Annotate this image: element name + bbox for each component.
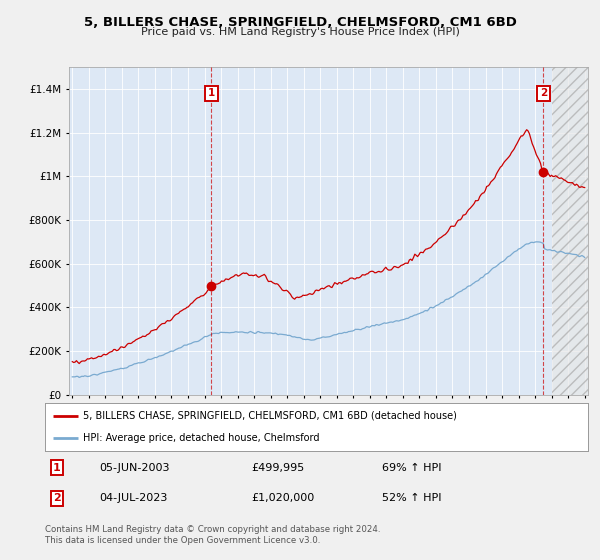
Text: £1,020,000: £1,020,000 <box>251 493 314 503</box>
Text: 5, BILLERS CHASE, SPRINGFIELD, CHELMSFORD, CM1 6BD (detached house): 5, BILLERS CHASE, SPRINGFIELD, CHELMSFOR… <box>83 410 457 421</box>
Text: HPI: Average price, detached house, Chelmsford: HPI: Average price, detached house, Chel… <box>83 433 320 444</box>
Text: 52% ↑ HPI: 52% ↑ HPI <box>382 493 441 503</box>
Text: 2: 2 <box>540 88 547 99</box>
Text: £499,995: £499,995 <box>251 463 305 473</box>
Text: 05-JUN-2003: 05-JUN-2003 <box>100 463 170 473</box>
Text: 5, BILLERS CHASE, SPRINGFIELD, CHELMSFORD, CM1 6BD: 5, BILLERS CHASE, SPRINGFIELD, CHELMSFOR… <box>83 16 517 29</box>
Text: 69% ↑ HPI: 69% ↑ HPI <box>382 463 441 473</box>
Text: Price paid vs. HM Land Registry's House Price Index (HPI): Price paid vs. HM Land Registry's House … <box>140 27 460 37</box>
Text: 1: 1 <box>208 88 215 99</box>
Text: 2: 2 <box>53 493 61 503</box>
Text: Contains HM Land Registry data © Crown copyright and database right 2024.
This d: Contains HM Land Registry data © Crown c… <box>45 525 380 545</box>
Text: 1: 1 <box>53 463 61 473</box>
Text: 04-JUL-2023: 04-JUL-2023 <box>100 493 167 503</box>
Bar <box>551 67 593 395</box>
Bar <box>551 67 593 395</box>
